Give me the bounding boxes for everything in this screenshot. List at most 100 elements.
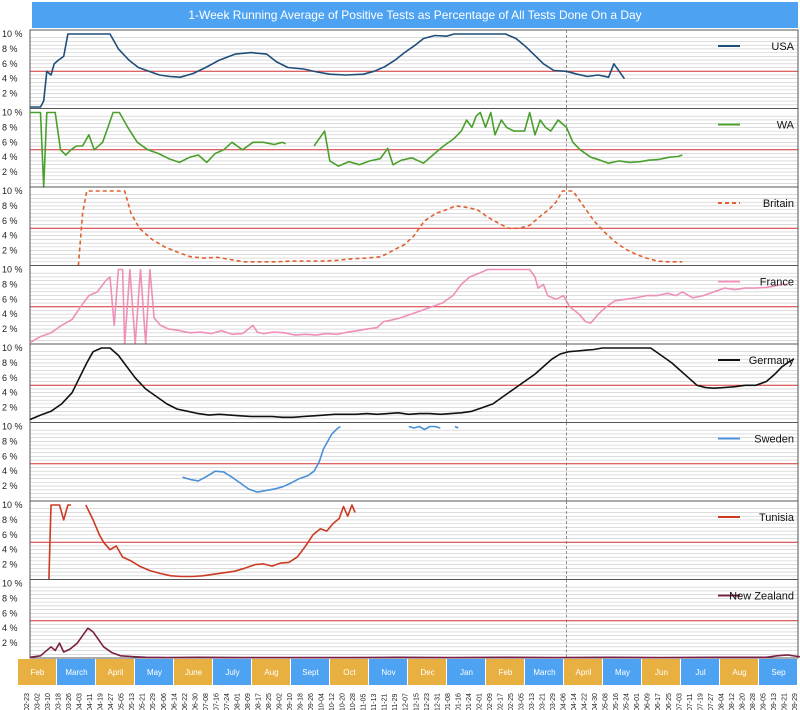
date-label: 04-03 xyxy=(77,693,84,710)
month-band xyxy=(681,659,719,685)
month-label: May xyxy=(147,668,162,677)
y-tick-label: 4 % xyxy=(2,623,18,633)
series-line-wa xyxy=(30,111,683,188)
month-label: April xyxy=(107,668,123,677)
y-tick-label: 8 % xyxy=(2,122,18,132)
date-label: 09-26 xyxy=(308,693,315,710)
date-label: 06-09 xyxy=(645,693,652,710)
y-tick-label: 6 % xyxy=(2,294,18,304)
date-label: 09-02 xyxy=(276,693,283,710)
date-label: 11-29 xyxy=(392,694,399,710)
y-tick-label: 4 % xyxy=(2,74,18,84)
y-tick-label: 2 % xyxy=(2,89,18,99)
month-band xyxy=(135,659,173,685)
date-label: 01-24 xyxy=(466,693,473,710)
series-line-new-zealand xyxy=(29,627,800,659)
y-tick-label: 10 % xyxy=(2,343,23,353)
date-label: 11-21 xyxy=(382,694,389,710)
month-label: July xyxy=(225,668,239,677)
date-label: 04-19 xyxy=(98,693,105,710)
month-band xyxy=(486,659,524,685)
date-label: 05-29 xyxy=(150,693,157,710)
panel-border xyxy=(29,579,799,659)
date-label: 07-27 xyxy=(708,693,715,710)
month-band xyxy=(96,659,134,685)
y-tick-label: 2 % xyxy=(2,560,18,570)
date-label: 06-17 xyxy=(655,693,662,710)
month-label: Sep xyxy=(771,668,786,677)
month-band xyxy=(213,659,251,685)
date-label: 07-08 xyxy=(203,693,210,710)
panel-france: 2 % 4 % 6 % 8 % 10 % France xyxy=(2,265,799,345)
date-label: 08-25 xyxy=(266,693,273,710)
month-band xyxy=(759,659,797,685)
date-label: 08-12 xyxy=(729,693,736,710)
legend-label: Tunisia xyxy=(759,512,795,524)
date-label: 08-28 xyxy=(750,693,757,710)
month-band xyxy=(447,659,485,685)
date-label: 08-01 xyxy=(234,693,241,710)
y-tick-label: 2 % xyxy=(2,638,18,648)
date-label: 07-03 xyxy=(676,693,683,710)
y-tick-label: 4 % xyxy=(2,309,18,319)
date-label: 11-05 xyxy=(361,694,368,710)
y-tick-label: 2 % xyxy=(2,246,18,256)
date-label: 11-13 xyxy=(371,694,378,710)
date-label: 10-20 xyxy=(340,693,347,710)
panel-germany: 2 % 4 % 6 % 8 % 10 % Germany xyxy=(2,343,799,423)
x-axis: Feb March April May June July Aug Sept Oct Nov Dec… xyxy=(18,659,799,710)
date-label: 12-15 xyxy=(413,693,420,710)
date-label: 03-21 xyxy=(540,693,547,710)
title-bar xyxy=(32,2,798,28)
date-label: 03-10 xyxy=(45,693,52,710)
y-tick-label: 6 % xyxy=(2,137,18,147)
series-line-britain xyxy=(77,190,683,266)
date-label: 12-23 xyxy=(424,693,431,710)
month-band xyxy=(564,659,602,685)
date-label: 01-08 xyxy=(445,693,452,710)
panel-border xyxy=(29,343,799,423)
date-label: 06-30 xyxy=(192,693,199,710)
date-label: 05-05 xyxy=(119,693,126,710)
date-label: 10-12 xyxy=(329,693,336,710)
y-tick-label: 4 % xyxy=(2,388,18,398)
date-label: 09-13 xyxy=(771,693,778,710)
month-band xyxy=(408,659,446,685)
month-label: April xyxy=(575,668,591,677)
y-tick-label: 4 % xyxy=(2,152,18,162)
date-label: 01-16 xyxy=(455,693,462,710)
y-tick-label: 2 % xyxy=(2,324,18,334)
date-label: 07-16 xyxy=(213,693,220,710)
y-tick-label: 4 % xyxy=(2,545,18,555)
month-label: Jul xyxy=(695,668,705,677)
date-label: 04-27 xyxy=(108,693,115,710)
date-label: 09-18 xyxy=(298,693,305,710)
date-label: 04-14 xyxy=(571,693,578,710)
date-label: 02-09 xyxy=(487,693,494,710)
date-label: 05-08 xyxy=(603,693,610,710)
date-label: 03-02 xyxy=(35,693,42,710)
date-label: 07-11 xyxy=(687,694,694,710)
date-label: 06-22 xyxy=(182,693,189,710)
date-label: 03-26 xyxy=(66,693,73,710)
date-label: 07-19 xyxy=(697,693,704,710)
y-tick-label: 6 % xyxy=(2,530,18,540)
legend-label: Sweden xyxy=(754,434,794,446)
month-band xyxy=(174,659,212,685)
month-band xyxy=(720,659,758,685)
date-label: 03-29 xyxy=(550,693,557,710)
y-tick-label: 2 % xyxy=(2,481,18,491)
y-tick-label: 10 % xyxy=(2,29,23,39)
date-label: 08-04 xyxy=(718,693,725,710)
legend-label: New Zealand xyxy=(729,591,794,603)
month-label: March xyxy=(65,668,87,677)
date-label: 08-20 xyxy=(739,693,746,710)
y-tick-label: 10 % xyxy=(2,422,23,432)
y-tick-label: 6 % xyxy=(2,451,18,461)
y-tick-label: 8 % xyxy=(2,358,18,368)
chart-title: 1-Week Running Average of Positive Tests… xyxy=(188,8,641,22)
date-label: 10-28 xyxy=(350,693,357,710)
month-label: Nov xyxy=(381,668,395,677)
y-tick-label: 10 % xyxy=(2,108,23,118)
